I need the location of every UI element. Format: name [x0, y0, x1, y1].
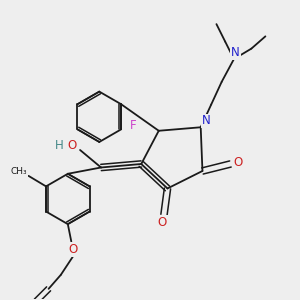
Text: F: F — [130, 119, 137, 132]
Text: N: N — [231, 46, 240, 59]
Text: O: O — [158, 216, 167, 229]
Text: O: O — [68, 243, 78, 256]
Text: O: O — [68, 139, 77, 152]
Text: N: N — [202, 115, 210, 128]
Text: H: H — [55, 139, 64, 152]
Text: O: O — [233, 156, 243, 169]
Text: CH₃: CH₃ — [11, 167, 27, 176]
